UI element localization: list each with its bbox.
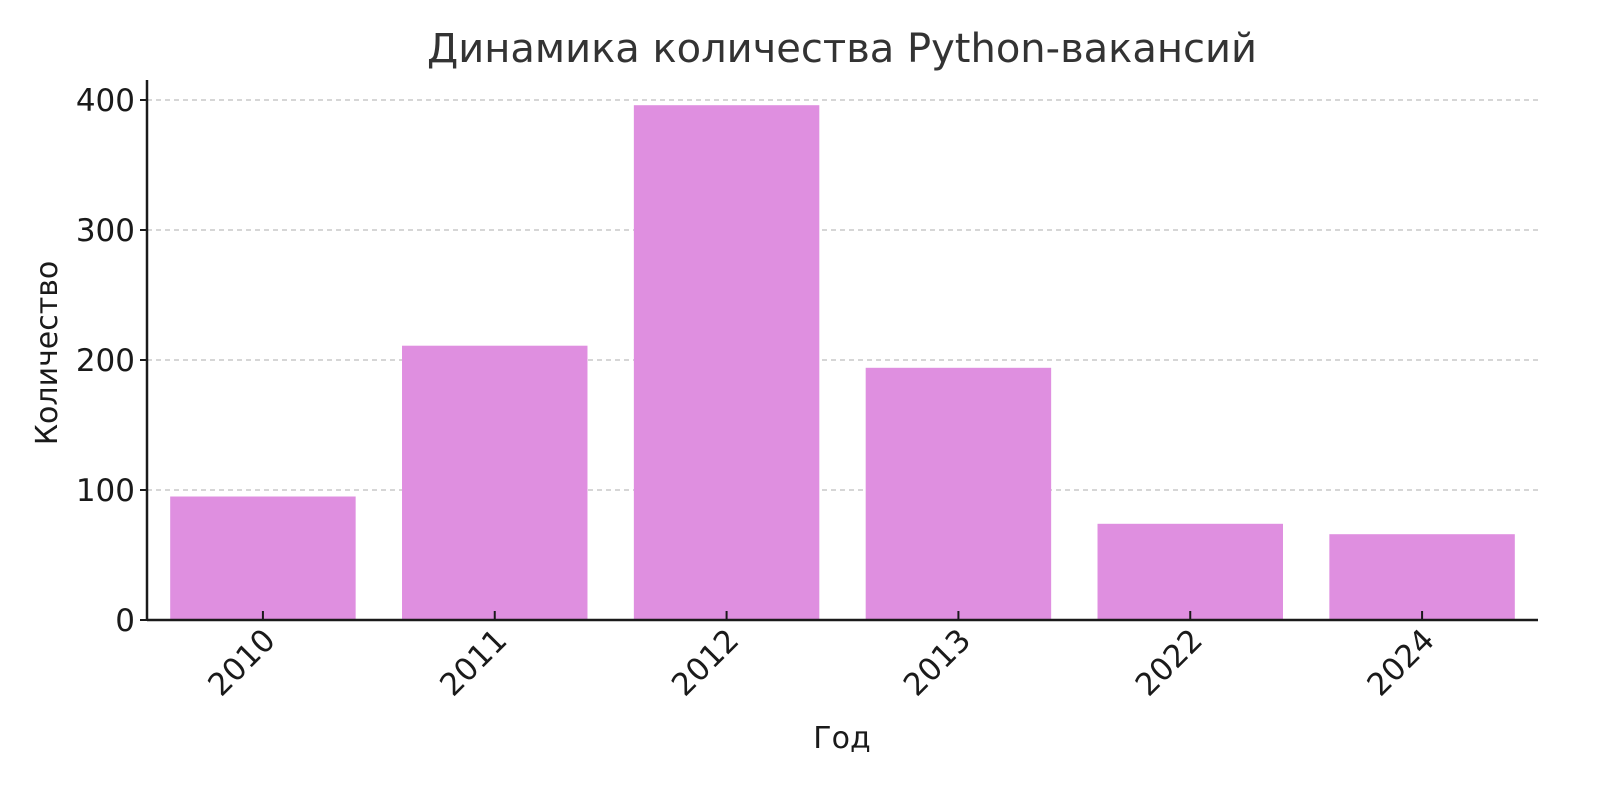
x-tick-label: 2022 <box>1129 622 1210 703</box>
y-tick-label: 300 <box>76 213 135 249</box>
x-tick-label: 2013 <box>897 622 978 703</box>
y-tick-label: 100 <box>76 473 135 509</box>
x-tick-label: 2010 <box>201 622 282 703</box>
axes <box>145 80 1538 622</box>
bar-2011 <box>402 345 588 620</box>
bar-2013 <box>865 367 1052 620</box>
y-axis-label: Количество <box>30 261 65 446</box>
bar-2024 <box>1329 534 1515 620</box>
y-tick-label: 400 <box>76 83 135 119</box>
chart-title: Динамика количества Python-вакансий <box>427 26 1257 72</box>
bar-2010 <box>170 496 356 620</box>
y-tick-label: 0 <box>115 603 135 639</box>
x-tick-labels: 2010 2011 2012 2013 2022 2024 <box>201 611 1442 703</box>
x-tick-label: 2012 <box>665 622 746 703</box>
x-axis-label: Год <box>813 721 870 756</box>
grid-lines <box>147 99 1538 491</box>
y-tick-label: 200 <box>76 343 135 379</box>
x-tick-label: 2011 <box>433 622 514 703</box>
y-tick-labels: 0 100 200 300 400 <box>76 83 147 639</box>
bars <box>170 105 1515 620</box>
bar-2012 <box>633 105 820 620</box>
x-tick-label: 2024 <box>1360 622 1441 703</box>
bar-2022 <box>1097 523 1283 620</box>
